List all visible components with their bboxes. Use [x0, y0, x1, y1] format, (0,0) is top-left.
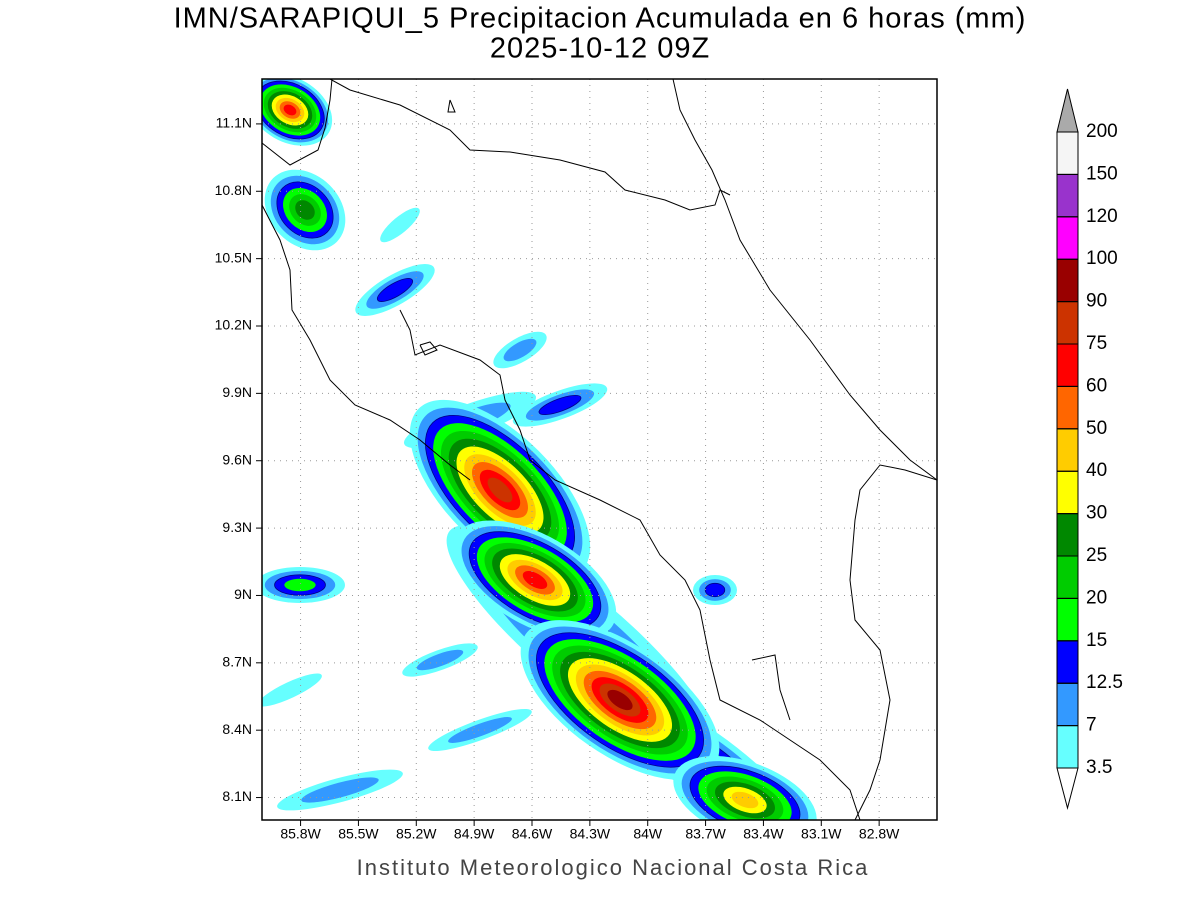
- coastlines: [262, 79, 937, 820]
- north-coast: [262, 79, 333, 166]
- colorbar-label: 50: [1086, 418, 1107, 439]
- rain-contour: [503, 338, 537, 362]
- colorbar-label: 150: [1086, 163, 1118, 184]
- lat-tick-label: 8.4N: [222, 721, 252, 737]
- colorbar-label: 30: [1086, 503, 1107, 524]
- subtitle: 2025-10-12 09Z: [490, 33, 710, 65]
- rain-contour: [376, 278, 414, 302]
- colorbar-label: 3.5: [1086, 757, 1112, 778]
- colorbar-box: [1056, 258, 1079, 303]
- rain-contour: [522, 571, 548, 589]
- peninsula: [751, 654, 791, 721]
- rain-contour: [380, 207, 420, 243]
- lat-tick-label: 11.1N: [216, 115, 252, 131]
- colorbar-box: [1056, 470, 1079, 515]
- rain-contour: [284, 578, 316, 592]
- rain-contour: [262, 673, 322, 707]
- colorbar-box: [1056, 385, 1079, 430]
- precipitation-field: [262, 79, 817, 820]
- colorbar-label: 20: [1086, 587, 1107, 608]
- colorbar-label: 25: [1086, 545, 1107, 566]
- pacific-coast: [399, 309, 861, 820]
- colorbar-under: [1056, 767, 1079, 810]
- rain-contour: [538, 395, 582, 415]
- lon-tick-label: 85.2W: [396, 826, 437, 842]
- lat-tick-label: 10.5N: [215, 249, 252, 265]
- rain-contour: [301, 777, 379, 803]
- rain-contour: [448, 717, 512, 743]
- lon-tick-label: 84.9W: [454, 826, 495, 842]
- colorbar-label: 60: [1086, 375, 1107, 396]
- island: [447, 99, 456, 113]
- colorbar-box: [1056, 640, 1079, 684]
- colorbar-box: [1056, 555, 1079, 599]
- colorbar-box: [1056, 216, 1079, 260]
- lat-tick-label: 9.9N: [222, 384, 252, 400]
- lon-tick-label: 83.4W: [743, 826, 784, 842]
- title: IMN/SARAPIQUI_5 Precipitacion Acumulada …: [174, 3, 1027, 35]
- panama-coast: [849, 464, 937, 820]
- colorbar-box: [1056, 301, 1079, 345]
- lon-tick-label: 85.5W: [338, 826, 379, 842]
- lat-tick-label: 9.6N: [222, 451, 252, 467]
- colorbar-box: [1056, 173, 1079, 218]
- map-frame: [261, 78, 938, 821]
- colorbar: 3.5 7 12.5 15 20 25 30 40 50 60 75 90 100 120 150 200: [1056, 88, 1123, 810]
- rain-contour: [704, 582, 726, 598]
- colorbar-label: 100: [1086, 248, 1118, 269]
- colorbar-label: 15: [1086, 630, 1107, 651]
- lat-tick-label: 8.1N: [222, 788, 252, 804]
- footer: Instituto Meteorologico Nacional Costa R…: [357, 855, 870, 880]
- rain-contour: [487, 477, 513, 503]
- colorbar-label: 40: [1086, 460, 1107, 481]
- lon-tick-label: 84.3W: [570, 826, 611, 842]
- lon-tick-label: 84W: [633, 826, 663, 842]
- colorbar-box: [1056, 513, 1079, 557]
- lon-tick-label: 84.6W: [512, 826, 553, 842]
- lon-tick-label: 85.8W: [280, 826, 321, 842]
- colorbar-label: 75: [1086, 333, 1107, 354]
- caribbean-coast: [672, 79, 937, 481]
- lake-shore: [329, 79, 731, 211]
- colorbar-label: 12.5: [1086, 672, 1123, 693]
- rain-contour: [416, 649, 464, 671]
- colorbar-label: 200: [1086, 121, 1118, 142]
- colorbar-box: [1056, 725, 1079, 769]
- colorbar-over: [1056, 88, 1079, 133]
- lon-tick-label: 82.8W: [859, 826, 900, 842]
- colorbar-label: 120: [1086, 206, 1118, 227]
- rain-contour: [283, 104, 297, 116]
- colorbar-box: [1056, 597, 1079, 642]
- lat-tick-label: 10.2N: [215, 317, 252, 333]
- colorbar-box: [1056, 428, 1079, 472]
- colorbar-label: 7: [1086, 715, 1097, 736]
- island: [419, 341, 438, 356]
- lat-tick-label: 9.3N: [222, 519, 252, 535]
- lat-tick-label: 10.8N: [215, 182, 252, 198]
- colorbar-box: [1056, 131, 1079, 175]
- colorbar-box: [1056, 682, 1079, 727]
- lat-tick-label: 9N: [234, 586, 252, 602]
- colorbar-label: 90: [1086, 291, 1107, 312]
- axis-labels: 85.8W 85.5W 85.2W 84.9W 84.6W 84.3W 84W 83.7W 83…: [215, 115, 901, 842]
- lon-tick-label: 83.1W: [801, 826, 842, 842]
- nicoya-coast: [262, 204, 471, 481]
- lon-tick-label: 83.7W: [685, 826, 726, 842]
- colorbar-box: [1056, 343, 1079, 387]
- lat-tick-label: 8.7N: [222, 654, 252, 670]
- rain-contour: [731, 791, 759, 809]
- rain-contour: [607, 689, 633, 711]
